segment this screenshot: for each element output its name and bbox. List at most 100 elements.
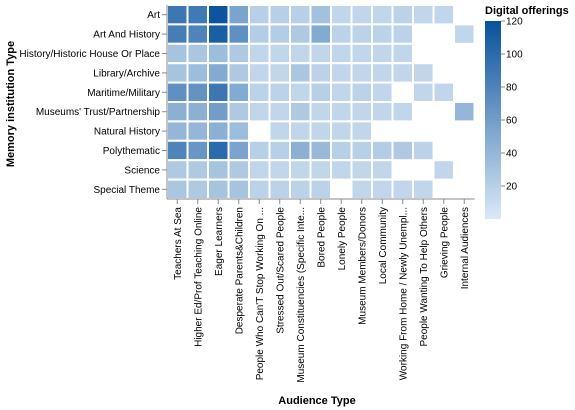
heatmap-cell: [453, 23, 476, 45]
heatmap-cell: [371, 23, 394, 45]
heatmap-cell: [207, 159, 230, 181]
heatmap-cell: [268, 62, 291, 84]
heatmap-cell: [248, 159, 271, 181]
heatmap-cell: [412, 4, 435, 26]
heatmap-cell: [289, 4, 312, 26]
heatmap-cell: [289, 62, 312, 84]
x-tick-label: People Who Can'T Stop Working On ...: [255, 207, 266, 380]
x-tick-label: Desperate Parents&Children: [234, 207, 245, 334]
x-tick-label: Stressed Out/Scared People: [275, 207, 286, 334]
heatmap-cell: [391, 4, 414, 26]
heatmap-cell: [186, 23, 209, 45]
heatmap-cell: [371, 159, 394, 181]
heatmap-cell: [227, 159, 250, 181]
heatmap-cell: [166, 62, 189, 84]
heatmap-cell: [289, 101, 312, 123]
heatmap-cell: [207, 178, 230, 201]
heatmap-cell: [330, 120, 353, 142]
x-tick-label: Museum Constituencies (Specific Inte...: [296, 207, 307, 383]
heatmap-cell: [186, 101, 209, 123]
heatmap-cell: [371, 178, 394, 201]
legend-tick-label: 80: [506, 83, 518, 94]
y-tick-label: Library/Archive: [93, 68, 160, 79]
heatmap-cell: [227, 101, 250, 123]
heatmap-cell: [412, 139, 435, 162]
heatmap-cell: [330, 81, 353, 103]
heatmap-cell: [207, 101, 230, 123]
heatmap-cell: [432, 4, 455, 26]
heatmap-cell: [350, 4, 373, 26]
heatmap-cell: [371, 81, 394, 103]
heatmap-cell: [248, 139, 271, 162]
heatmap-cell: [207, 42, 230, 65]
x-tick-label: Grieving People: [439, 207, 450, 279]
heatmap-cell: [186, 4, 209, 26]
heatmap-cell: [268, 120, 291, 142]
heatmap-cell: [268, 23, 291, 45]
heatmap-cell: [268, 42, 291, 65]
heatmap-cell: [412, 62, 435, 84]
heatmap-cell: [268, 178, 291, 201]
heatmap-cell: [330, 42, 353, 65]
heatmap-cell: [227, 139, 250, 162]
heatmap-cell: [391, 23, 414, 45]
heatmap-cell: [248, 178, 271, 201]
heatmap-cell: [248, 101, 271, 123]
heatmap-cell: [309, 120, 332, 142]
y-axis: Art Art And History History/Historic House…: [19, 5, 168, 199]
heatmap-cell: [330, 159, 353, 181]
heatmap-cell: [432, 159, 455, 181]
legend-tick-label: 60: [506, 116, 518, 127]
heatmap-cell: [227, 23, 250, 45]
heatmap-cell: [350, 101, 373, 123]
heatmap-cell: [207, 4, 230, 26]
heatmap-cell: [289, 178, 312, 201]
heatmap-cell: [412, 178, 435, 201]
heatmap-cell: [371, 62, 394, 84]
heatmap-cell: [330, 23, 353, 45]
heatmap-cell: [166, 139, 189, 162]
heatmap-cell: [309, 42, 332, 65]
heatmap-cell: [350, 159, 373, 181]
x-axis: Teachers At Sea Higher Ed/Prof Teaching O…: [167, 198, 475, 383]
heatmap-cell: [371, 42, 394, 65]
heatmap-cell: [166, 178, 189, 201]
heatmap-cell: [227, 62, 250, 84]
heatmap-cell: [207, 81, 230, 103]
heatmap-cell: [186, 178, 209, 201]
heatmap-cell: [350, 139, 373, 162]
heatmap-cell: [268, 81, 291, 103]
heatmap-cell: [248, 42, 271, 65]
heatmap-cell: [350, 81, 373, 103]
heatmap-cell: [391, 62, 414, 84]
heatmap-cell: [371, 4, 394, 26]
y-tick-label: Natural History: [94, 127, 160, 138]
heatmap-cell: [166, 159, 189, 181]
heatmap-cell: [350, 42, 373, 65]
y-tick-label: Art And History: [93, 30, 160, 41]
x-tick-label: Internal Audiences: [460, 207, 471, 289]
x-tick-label: Teachers At Sea: [173, 207, 184, 280]
legend-title: Digital offerings: [485, 5, 569, 17]
x-tick-label: Local Community: [378, 207, 389, 284]
heatmap-cell: [350, 23, 373, 45]
legend-ticks: 120 100 80 60 40 20: [501, 17, 523, 193]
heatmap-cell: [289, 139, 312, 162]
heatmap-cell: [350, 62, 373, 84]
y-tick-label: Art: [147, 10, 160, 21]
x-tick-label: Lonely People: [337, 207, 348, 271]
heatmap-cell: [371, 139, 394, 162]
heatmap-cell: [330, 62, 353, 84]
y-tick-label: Museums' Trust/Partnership: [36, 107, 161, 118]
heatmap-cell: [248, 4, 271, 26]
heatmap-cell: [166, 101, 189, 123]
heatmap-cell: [268, 4, 291, 26]
y-tick-label: Polythematic: [103, 146, 160, 157]
heatmap-cell: [289, 81, 312, 103]
heatmap-cell: [166, 42, 189, 65]
legend-tick-label: 20: [506, 182, 518, 193]
heatmap-cell: [268, 139, 291, 162]
x-tick-label: Museum Members/Donors: [357, 207, 368, 325]
heatmap-cell: [289, 42, 312, 65]
